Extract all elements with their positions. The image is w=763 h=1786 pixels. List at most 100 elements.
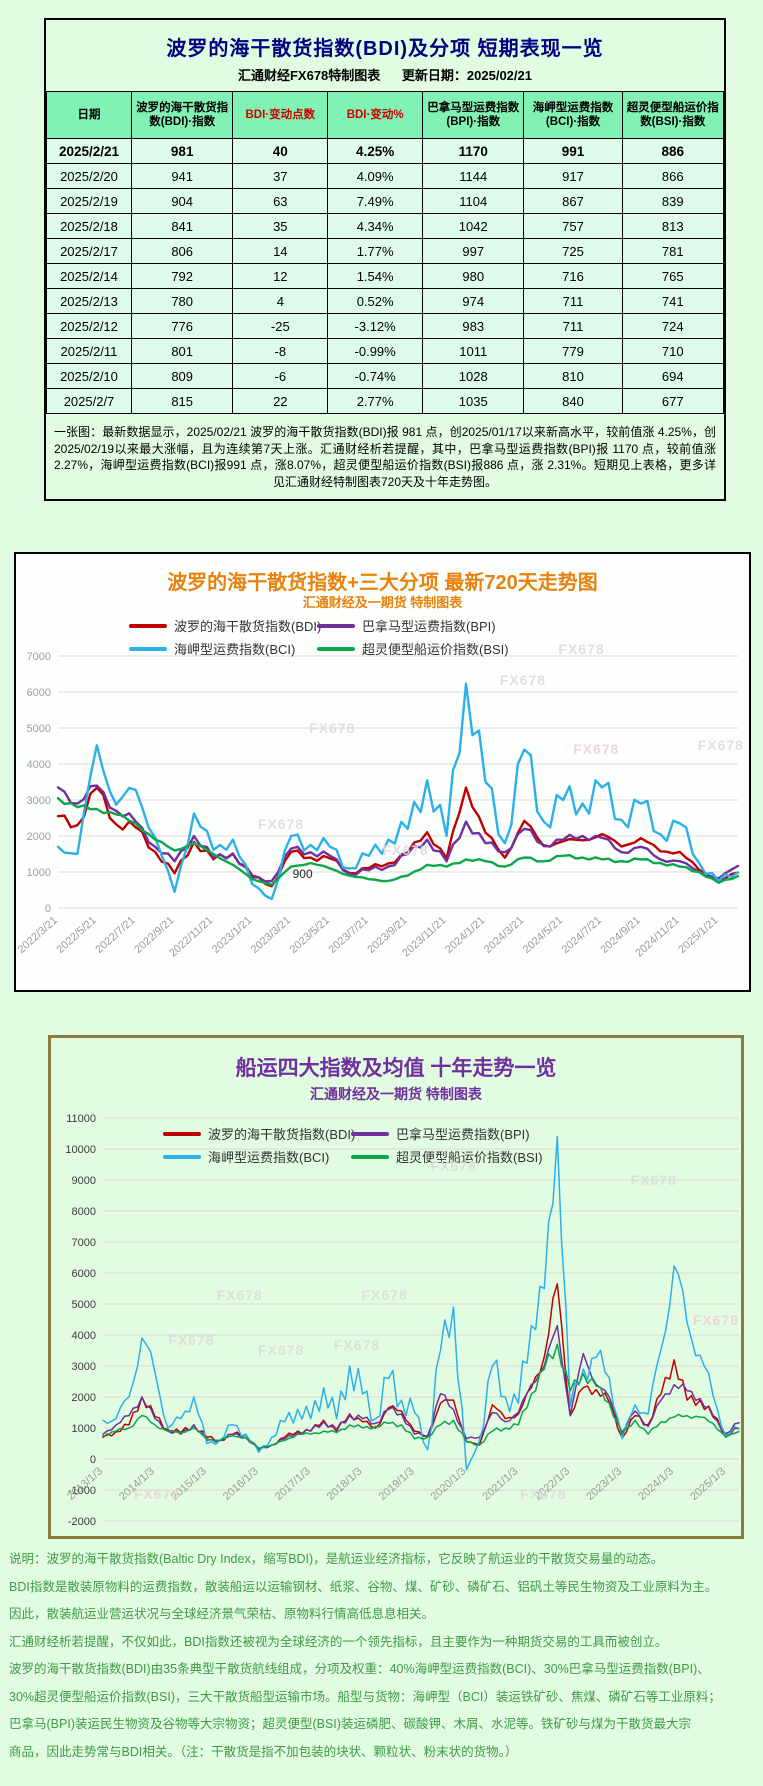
table-cell: 917 xyxy=(523,163,623,189)
legend-label: 巴拿马型运费指数(BPI) xyxy=(396,1127,530,1142)
table-cell: 813 xyxy=(621,213,725,239)
y-axis-label: -2000 xyxy=(68,1516,96,1528)
table-cell: 4 xyxy=(232,288,329,314)
x-axis-label: 2025/1/3 xyxy=(688,1465,728,1503)
table-header: 日期 波罗的海干散货指数(BDI)·指数 BDI·变动点数 BDI·变动% 巴拿马型运费… xyxy=(46,91,725,139)
table-row: 2025/2/20 941 37 4.09% 1144 917 866 xyxy=(46,163,725,189)
x-axis-label: 2018/1/3 xyxy=(325,1465,365,1503)
series-line-2 xyxy=(56,682,740,901)
table-row: 2025/2/19 904 63 7.49% 1104 867 839 xyxy=(46,188,725,214)
x-axis-label: 2023/7/21 xyxy=(326,914,370,956)
footer-line: 商品，因此走势常与BDI相关。（注：干散货是指不加包装的块状、颗粒状、粉末状的货… xyxy=(9,1744,518,1759)
table-cell: -25 xyxy=(232,313,329,339)
table-cell: 7.49% xyxy=(327,188,424,214)
table-cell: 886 xyxy=(621,138,725,164)
series-line-2 xyxy=(102,1135,740,1471)
series-line-1 xyxy=(56,784,740,883)
table-cell: 1035 xyxy=(422,388,525,414)
footer-line: 30%超灵便型船运价指数(BSI)，三大干散货船型运输市场。船型与货物：海岬型（… xyxy=(9,1689,721,1704)
table-cell: 2025/2/21 xyxy=(46,138,132,164)
table-cell: 983 xyxy=(422,313,525,339)
y-axis-label: 6000 xyxy=(72,1268,96,1280)
table-row: 2025/2/21 981 40 4.25% 1170 991 886 xyxy=(46,138,725,164)
table-cell: 711 xyxy=(523,288,623,314)
x-axis-label: 2022/3/21 xyxy=(16,914,60,956)
table-cell: 776 xyxy=(130,313,234,339)
x-axis-label: 2016/1/3 xyxy=(221,1465,261,1503)
y-axis-label: 11000 xyxy=(66,1113,96,1125)
y-axis-label: 7000 xyxy=(72,1237,96,1249)
y-axis-label: 1000 xyxy=(27,867,51,879)
x-axis-label: 2023/1/21 xyxy=(210,914,254,956)
legend-swatch xyxy=(317,623,355,628)
chart-10y: 11000 10000 9000 8000 7000 6000 5000 4000 3000 20… xyxy=(48,1035,744,1539)
column-header: 海岬型运费指数(BCI)·指数 xyxy=(523,91,623,139)
y-axis-label: 9000 xyxy=(72,1175,96,1187)
y-axis-label: 4000 xyxy=(72,1330,96,1342)
series-line-3 xyxy=(56,796,740,886)
x-axis-label: 2019/1/3 xyxy=(377,1465,417,1503)
table-cell: 0.52% xyxy=(327,288,424,314)
summary-note: 一张图：最新数据显示，2025/02/21 波罗的海干散货指数(BDI)报 98… xyxy=(54,425,716,489)
table-cell: 741 xyxy=(621,288,725,314)
y-axis-label: 0 xyxy=(45,903,51,915)
legend-item-2: 海岬型运费指数(BCI) xyxy=(129,639,317,658)
table-cell: 2025/2/18 xyxy=(46,213,132,239)
table-cell: 981 xyxy=(130,138,234,164)
table-cell: 792 xyxy=(130,263,234,289)
chart-720d: 7000 6000 5000 4000 3000 2000 1000 0 2022/3/21 20… xyxy=(14,552,751,992)
legend-swatch xyxy=(129,623,167,628)
y-axis-label: 3000 xyxy=(27,795,51,807)
table-cell: 801 xyxy=(130,338,234,364)
annotation-label: 900 xyxy=(293,867,313,881)
legend-swatch xyxy=(317,646,355,651)
chart-10y-legend: 波罗的海干散货指数(BDI) 巴拿马型运费指数(BPI) 海岬型运费指数(BCI) 超… xyxy=(163,1124,591,1166)
table-cell: 941 xyxy=(130,163,234,189)
legend-item-2: 海岬型运费指数(BCI) xyxy=(163,1147,351,1166)
table-cell: 779 xyxy=(523,338,623,364)
y-axis-label: -1000 xyxy=(68,1485,96,1497)
legend-item-3: 超灵便型船运价指数(BSI) xyxy=(351,1147,591,1166)
table-cell: 710 xyxy=(621,338,725,364)
table-cell: -3.12% xyxy=(327,313,424,339)
legend-label: 超灵便型船运价指数(BSI) xyxy=(362,642,509,657)
table-row: 2025/2/14 792 12 1.54% 980 716 765 xyxy=(46,263,725,289)
column-header: BDI·变动点数 xyxy=(232,91,329,139)
table-cell: 725 xyxy=(523,238,623,264)
y-axis-label: 5000 xyxy=(27,723,51,735)
x-axis-label: 2022/7/21 xyxy=(93,914,137,956)
legend-label: 巴拿马型运费指数(BPI) xyxy=(362,619,496,634)
table-cell: 2025/2/7 xyxy=(46,388,132,414)
table-row: 2025/2/7 815 22 2.77% 1035 840 677 xyxy=(46,388,725,414)
x-axis-label: 2024/1/21 xyxy=(443,914,487,956)
table-cell: 810 xyxy=(523,363,623,389)
y-axis-label: 3000 xyxy=(72,1361,96,1373)
legend-item-3: 超灵便型船运价指数(BSI) xyxy=(317,639,557,658)
table-row: 2025/2/17 806 14 1.77% 997 725 781 xyxy=(46,238,725,264)
table-cell: 991 xyxy=(523,138,623,164)
x-axis-label: 2024/5/21 xyxy=(521,914,565,956)
legend-label: 海岬型运费指数(BCI) xyxy=(174,642,296,657)
table-cell: 765 xyxy=(621,263,725,289)
table-cell: 1028 xyxy=(422,363,525,389)
chart-10y-plot: 1100010000900080007000600050004000300020… xyxy=(65,1113,740,1528)
column-header: BDI·变动% xyxy=(327,91,424,139)
legend-item-1: 巴拿马型运费指数(BPI) xyxy=(317,616,557,635)
table-cell: 716 xyxy=(523,263,623,289)
table-cell: 2025/2/13 xyxy=(46,288,132,314)
x-axis-label: 2023/3/21 xyxy=(249,914,293,956)
table-row: 2025/2/12 776 -25 -3.12% 983 711 724 xyxy=(46,313,725,339)
table-cell: 980 xyxy=(422,263,525,289)
table-cell: 974 xyxy=(422,288,525,314)
table-row: 2025/2/18 841 35 4.34% 1042 757 813 xyxy=(46,213,725,239)
table-cell: -0.74% xyxy=(327,363,424,389)
y-axis-label: 7000 xyxy=(27,651,51,663)
y-axis-label: 2000 xyxy=(27,831,51,843)
y-axis-label: 6000 xyxy=(27,687,51,699)
table-cell: 40 xyxy=(232,138,329,164)
footer-line: 巴拿马(BPI)装运民生物资及谷物等大宗物资；超灵便型(BSI)装运磷肥、碳酸钾… xyxy=(9,1717,691,1731)
column-header: 超灵便型船运价指数(BSI)·指数 xyxy=(621,91,725,139)
legend-item-1: 巴拿马型运费指数(BPI) xyxy=(351,1124,591,1143)
table-cell: 694 xyxy=(621,363,725,389)
chart-10y-title: 船运四大指数及均值 十年走势一览 xyxy=(235,1057,557,1080)
